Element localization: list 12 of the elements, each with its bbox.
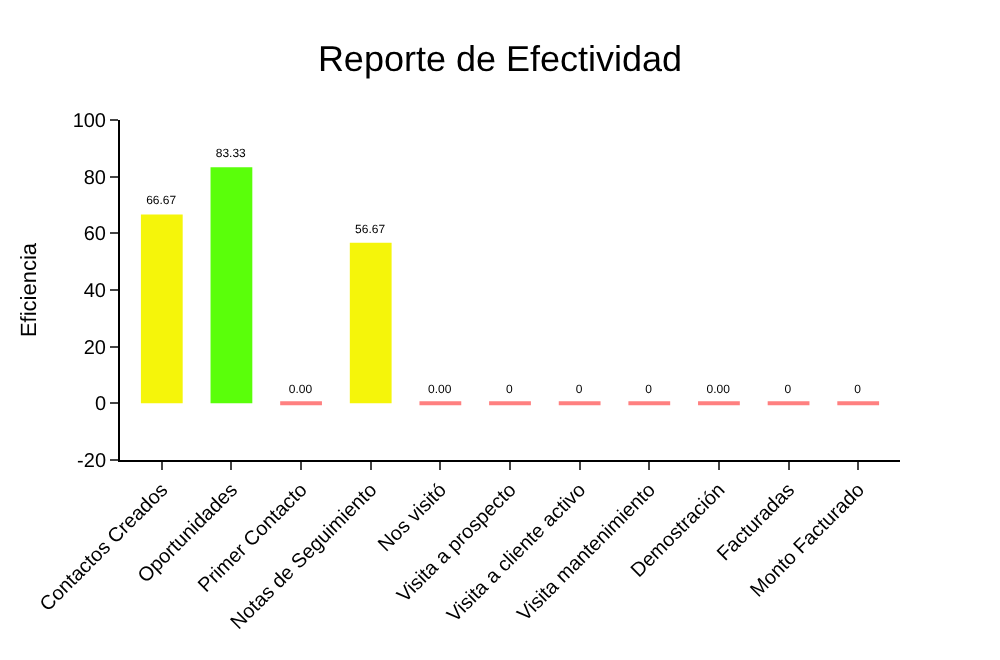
y-axis-title: Eficiencia bbox=[17, 241, 42, 338]
bar bbox=[140, 214, 183, 404]
y-tick-label: 0 bbox=[94, 394, 107, 417]
chart-title: Reporte de Efectividad bbox=[317, 39, 683, 80]
y-tick-label: 80 bbox=[83, 167, 107, 190]
bar bbox=[349, 242, 392, 404]
bar bbox=[210, 167, 253, 404]
y-tick-label: 40 bbox=[83, 281, 107, 303]
y-tick-label: 20 bbox=[83, 337, 107, 360]
y-tick-label: 100 bbox=[72, 111, 107, 133]
y-tick-label: 60 bbox=[83, 224, 107, 247]
y-tick-label: -20 bbox=[77, 451, 107, 473]
